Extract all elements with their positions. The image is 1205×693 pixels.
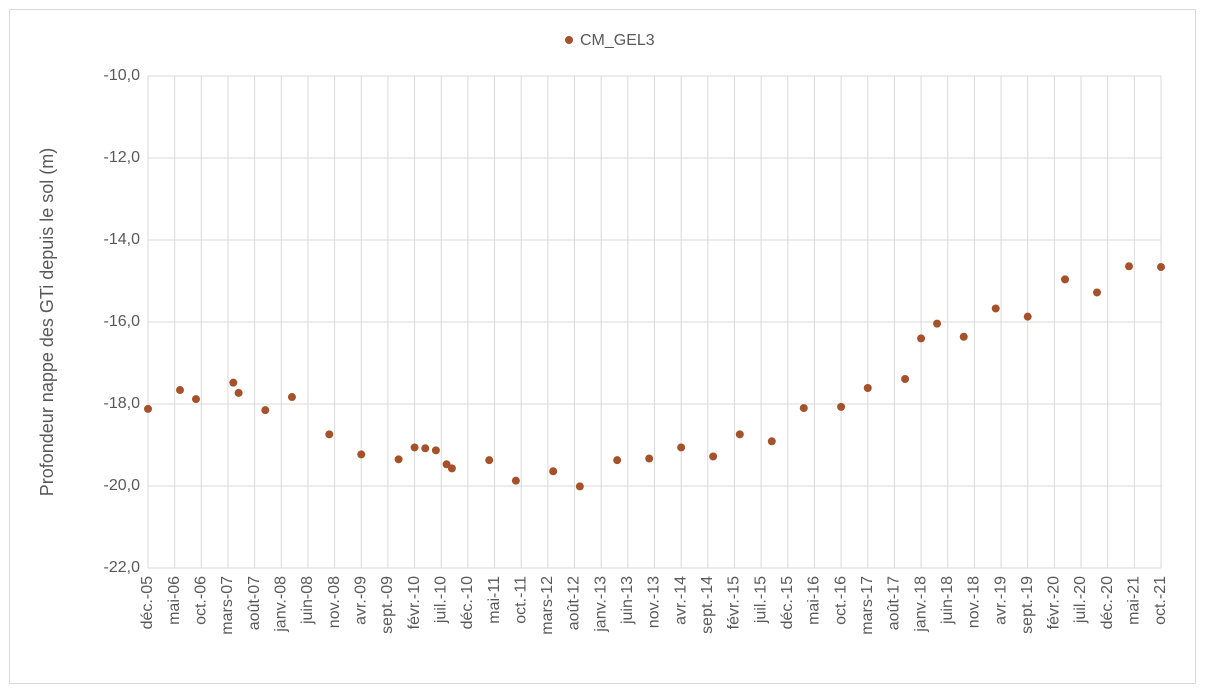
x-tick-label: oct.-21 [1152, 576, 1169, 625]
legend-label: CM_GEL3 [580, 32, 655, 49]
point [1125, 262, 1134, 271]
x-tick-label: juin-13 [619, 576, 636, 625]
point [229, 378, 238, 387]
point [933, 319, 942, 328]
x-tick-label: août-07 [246, 576, 263, 630]
x-tick-label: juil.-20 [1072, 576, 1089, 624]
point [767, 437, 776, 446]
x-tick-label: janv.-08 [273, 576, 290, 633]
y-tick-label: -10,0 [104, 67, 141, 84]
point [1061, 275, 1070, 284]
x-tick-label: déc.-20 [1099, 576, 1116, 629]
y-tick-label: -18,0 [104, 395, 141, 412]
x-tick-label: nov.-08 [326, 576, 343, 628]
point [191, 395, 200, 404]
x-tick-label: nov.-18 [966, 576, 983, 628]
x-tick-label: août-12 [566, 576, 583, 630]
point [613, 456, 622, 465]
x-tick-label: mai-21 [1126, 576, 1143, 625]
y-tick-label: -16,0 [104, 313, 141, 330]
x-tick-label: sept.-14 [699, 576, 716, 634]
legend-marker [565, 36, 573, 44]
y-tick-label: -22,0 [104, 559, 141, 576]
point [799, 404, 808, 413]
point [575, 482, 584, 491]
x-tick-label: oct.-11 [512, 576, 529, 624]
point [325, 430, 334, 439]
point [144, 404, 152, 413]
x-tick-label: avr.-14 [672, 576, 689, 625]
point [901, 374, 910, 383]
y-tick-label: -14,0 [104, 231, 141, 248]
y-axis-title: Profondeur nappe des GTi depuis le sol (… [37, 148, 57, 497]
point [863, 384, 872, 393]
chart-frame [9, 9, 1196, 684]
point [735, 430, 744, 439]
x-tick-label: juil.-10 [432, 576, 449, 624]
point [485, 456, 494, 465]
point [394, 455, 403, 464]
point [511, 476, 520, 485]
point [991, 304, 1000, 313]
x-tick-label: mai-11 [486, 576, 503, 624]
x-tick-label: nov.-13 [646, 576, 663, 628]
x-tick-label: mars-07 [219, 576, 236, 635]
point [1157, 263, 1165, 272]
y-tick-label: -20,0 [104, 477, 141, 494]
x-tick-label: oct.-16 [832, 576, 849, 625]
x-tick-label: oct.-06 [193, 576, 210, 625]
point [549, 467, 558, 476]
point [261, 406, 270, 415]
x-tick-label: juil.-15 [752, 576, 769, 624]
x-tick-label: juin-18 [939, 576, 956, 625]
point [709, 452, 718, 461]
point [175, 386, 184, 395]
x-tick-label: avr.-19 [992, 576, 1009, 625]
x-tick-label: févr.-10 [406, 576, 423, 629]
point [421, 444, 430, 453]
point [447, 464, 456, 473]
point [959, 332, 968, 341]
x-tick-label: sept.-09 [379, 576, 396, 634]
point [1093, 288, 1102, 297]
point [287, 393, 296, 402]
x-tick-label: mars-17 [859, 576, 876, 635]
point [1023, 312, 1032, 321]
point [234, 388, 243, 397]
point [645, 454, 654, 463]
point [677, 443, 686, 452]
point [917, 334, 926, 343]
x-tick-label: sept.-19 [1019, 576, 1036, 634]
x-tick-label: juin-08 [299, 576, 316, 625]
x-tick-label: mars-12 [539, 576, 556, 635]
y-tick-label: -12,0 [104, 149, 141, 166]
x-tick-label: janv.-18 [912, 576, 929, 633]
x-tick-label: mai-16 [806, 576, 823, 625]
point [357, 450, 366, 459]
x-tick-label: août-17 [886, 576, 903, 630]
point [837, 402, 846, 411]
x-tick-label: janv.-13 [592, 576, 609, 633]
x-tick-label: avr.-09 [352, 576, 369, 625]
point [410, 443, 419, 452]
x-tick-label: févr.-20 [1046, 576, 1063, 629]
x-tick-label: déc.-05 [139, 576, 156, 629]
x-tick-label: mai-06 [166, 576, 183, 625]
x-tick-label: déc.-15 [779, 576, 796, 629]
x-tick-label: déc.-10 [459, 576, 476, 629]
x-tick-label: févr.-15 [726, 576, 743, 629]
point [431, 446, 440, 455]
